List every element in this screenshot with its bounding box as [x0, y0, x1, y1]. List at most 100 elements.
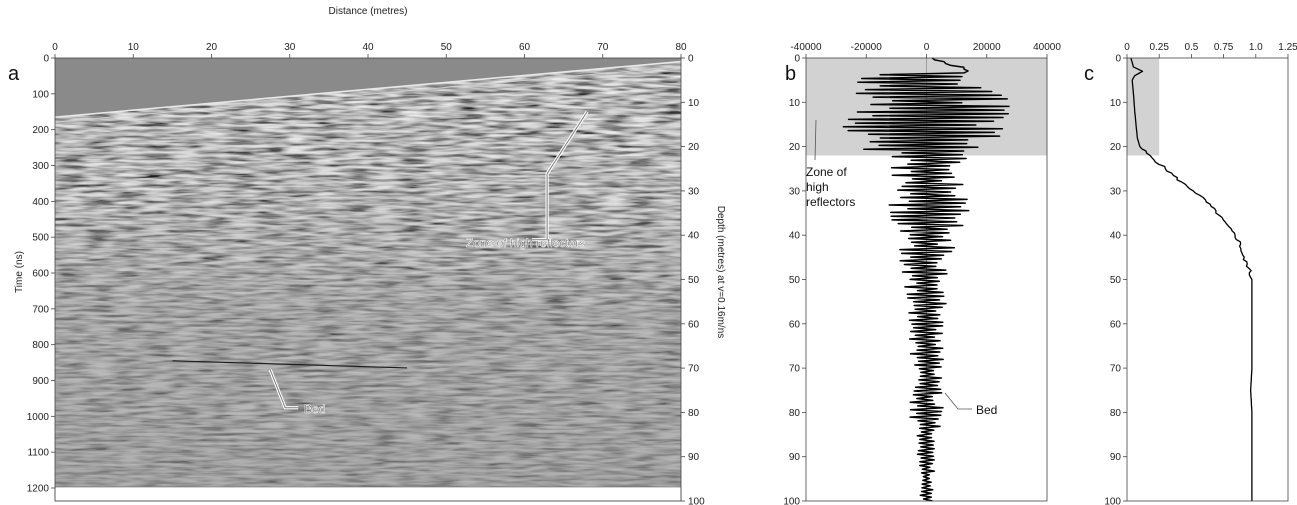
panel-b-y-tick-label: 70: [789, 364, 801, 375]
panel-a-x-tick-label: 60: [519, 42, 531, 53]
panel-a: a Distance (metres) Time (ns) Depth (met…: [8, 6, 726, 505]
panel-a-x-tick-label: 0: [52, 42, 58, 53]
panel-b-y-ticks: 0 10 20 30 40 50 60 70 80 90 100: [783, 54, 806, 505]
first-break-reflector-lower: [54, 66, 682, 123]
panel-c-x-tick-label: 1.25: [1278, 42, 1297, 53]
panel-a-y-tick-label: 1100: [27, 448, 49, 459]
panel-b-y-tick-label: 40: [789, 231, 801, 242]
panel-a-y2-tick-label: 30: [688, 186, 700, 197]
panel-a-label: a: [8, 63, 20, 85]
panel-c-y-tick-label: 100: [1104, 497, 1121, 505]
panel-b-zone-leader: [814, 119, 817, 161]
air-wave-region: [55, 58, 681, 118]
panel-b: b -40000 -20000 0 20000 40000 0 10 20 30 40 50 60 7…: [783, 42, 1061, 505]
panel-b-y-tick-label: 50: [789, 275, 801, 286]
panel-b-x-tick-label: 20000: [973, 42, 1001, 53]
panel-c-y-tick-label: 10: [1110, 98, 1122, 109]
panel-b-bed-leader: [944, 392, 972, 410]
panel-c-label: c: [1084, 63, 1094, 85]
panel-b-y-tick-label: 60: [789, 319, 801, 330]
panel-c-y-tick-label: 80: [1110, 408, 1122, 419]
panel-a-x-tick-label: 20: [206, 42, 218, 53]
panel-c-y-tick-label: 70: [1110, 364, 1122, 375]
panel-a-y2-tick-label: 50: [688, 275, 700, 286]
panel-a-y-tick-label: 0: [43, 54, 49, 65]
panel-a-y2-tick-label: 10: [688, 98, 700, 109]
panel-a-y-tick-label: 1200: [27, 484, 50, 495]
panel-a-y-ticks: 0 100 200 300 400 500 600 700 800 900 1000 1100 1200: [27, 54, 55, 495]
panel-b-y-tick-label: 30: [789, 186, 801, 197]
panel-a-y-tick-label: 1000: [27, 412, 50, 423]
panel-a-y2-axis-title: Depth (metres) at v=0.16m/ns: [715, 206, 726, 339]
panel-b-amplitude-trace: [842, 57, 1010, 502]
panel-a-y-tick-label: 200: [32, 125, 49, 136]
panel-b-y-tick-label: 90: [789, 452, 801, 463]
panel-a-y-tick-label: 700: [32, 304, 49, 315]
panel-b-y-tick-label: 80: [789, 408, 801, 419]
zone-annotation-leader: [532, 111, 588, 241]
panel-a-y-tick-label: 900: [32, 376, 49, 387]
panel-c-y-tick-label: 40: [1110, 231, 1122, 242]
panel-b-y-tick-label: 20: [789, 142, 801, 153]
panel-c-cumulative-trace: [1130, 57, 1253, 501]
radargram-bottom-strip: [54, 486, 682, 502]
zone-annotation-label: Zone of high reflectors: [466, 236, 585, 250]
panel-c-y-tick-label: 50: [1110, 275, 1122, 286]
panel-c-y-tick-label: 0: [1115, 54, 1121, 65]
panel-a-y2-ticks: 0 10 20 30 40 50 60 70 80 90 100: [681, 54, 705, 505]
panel-c-x-tick-label: 0.25: [1149, 42, 1169, 53]
panel-a-y2-tick-label: 60: [688, 319, 700, 330]
panel-b-label: b: [785, 63, 796, 85]
panel-a-y2-tick-label: 80: [688, 408, 700, 419]
panel-b-zone-label-line2: high: [806, 180, 829, 194]
panel-a-y2-tick-label: 40: [688, 231, 700, 242]
panel-b-zone-label-line3: reflectors: [806, 195, 855, 209]
panel-c-x-tick-label: 0.5: [1184, 42, 1198, 53]
panel-c-x-tick-label: 0: [1124, 42, 1130, 53]
panel-a-y2-tick-label: 0: [688, 54, 694, 65]
panel-c-x-ticks: 0 0.25 0.5 0.75 1.0 1.25: [1124, 42, 1297, 58]
panel-a-x-tick-label: 50: [441, 42, 453, 53]
panel-a-y-tick-label: 300: [32, 161, 49, 172]
panel-a-x-tick-label: 40: [362, 42, 374, 53]
panel-c-shaded-zone: [1127, 58, 1160, 156]
panel-a-y2-tick-label: 70: [688, 364, 700, 375]
panel-b-zone-label-line1: Zone of: [806, 165, 847, 179]
panel-a-x-tick-label: 10: [128, 42, 140, 53]
panel-a-y2-tick-label: 90: [688, 452, 700, 463]
panel-b-x-ticks: -40000 -20000 0 20000 40000: [790, 42, 1061, 58]
panel-a-x-tick-label: 70: [597, 42, 609, 53]
panel-a-y-tick-label: 500: [32, 233, 49, 244]
panel-a-y-tick-label: 400: [32, 197, 49, 208]
bed-annotation-leader: [269, 369, 299, 409]
bed-annotation-label: Bed: [304, 402, 325, 416]
panel-c-x-tick-label: 1.0: [1249, 42, 1263, 53]
panel-b-y-tick-label: 0: [794, 54, 800, 65]
panel-a-y-tick-label: 100: [32, 89, 49, 100]
panel-b-x-tick-label: 0: [924, 42, 930, 53]
radargram-texture: [55, 58, 681, 488]
panel-a-y2-tick-label: 100: [688, 497, 705, 505]
panel-c: c 0 0.25 0.5 0.75 1.0 1.25 0 10 20 30 40 50 60 70 80 9…: [1084, 42, 1297, 505]
panel-c-y-ticks: 0 10 20 30 40 50 60 70 80 90 100: [1104, 54, 1127, 505]
first-break-reflector: [54, 60, 682, 118]
panel-b-y-tick-label: 10: [789, 98, 801, 109]
panel-b-bed-label: Bed: [976, 403, 997, 417]
panel-c-y-tick-label: 20: [1110, 142, 1122, 153]
panel-b-y-tick-label: 100: [783, 497, 800, 505]
panel-c-x-tick-label: 0.75: [1214, 42, 1234, 53]
panel-a-x-tick-label: 30: [284, 42, 296, 53]
panel-a-y-tick-label: 800: [32, 340, 49, 351]
panel-a-x-ticks: 0 10 20 30 40 50 60 70 80: [52, 42, 687, 58]
panel-b-x-tick-label: -40000: [790, 42, 822, 53]
panel-a-y-axis-title: Time (ns): [14, 251, 25, 293]
bed-reflector: [172, 360, 408, 369]
panel-c-y-tick-label: 60: [1110, 319, 1122, 330]
panel-a-y-tick-label: 600: [32, 269, 49, 280]
panel-c-y-tick-label: 30: [1110, 186, 1122, 197]
panel-b-x-tick-label: -20000: [851, 42, 883, 53]
panel-a-y2-tick-label: 20: [688, 142, 700, 153]
panel-c-y-tick-label: 90: [1110, 452, 1122, 463]
panel-a-x-axis-title: Distance (metres): [329, 6, 408, 17]
